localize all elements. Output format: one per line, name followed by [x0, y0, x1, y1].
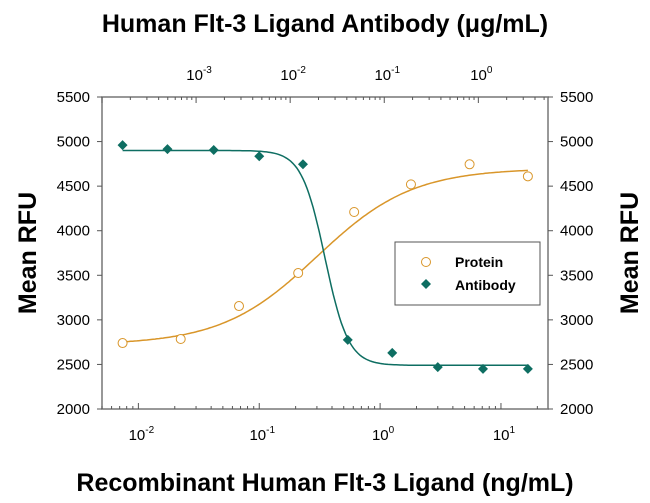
- x-tick-label: 10-2: [129, 425, 155, 444]
- x-tick-label: 10-1: [249, 425, 275, 444]
- y-tick-label-left: 4000: [57, 223, 90, 240]
- antibody-data-point: [342, 334, 353, 345]
- x-tick-label: 101: [493, 425, 516, 444]
- top-tick-label: 100: [470, 65, 493, 84]
- y-tick-label-right: 2500: [560, 356, 593, 373]
- y-tick-label-right: 5000: [560, 134, 593, 151]
- top-tick-label: 10-1: [374, 65, 400, 84]
- y-tick-label-left: 2500: [57, 356, 90, 373]
- legend-box: [394, 241, 541, 306]
- protein-data-point: [522, 171, 533, 182]
- antibody-data-point: [387, 347, 398, 358]
- y-tick-label-left: 3000: [57, 312, 90, 329]
- y-tick-label-left: 3500: [57, 267, 90, 284]
- y-tick-label-right: 3000: [560, 312, 593, 329]
- plot-frame: [101, 96, 549, 410]
- chart-title: Human Flt-3 Ligand Antibody (μg/mL): [102, 10, 548, 38]
- antibody-data-point: [522, 363, 533, 374]
- x-axis-label: Recombinant Human Flt-3 Ligand (ng/mL): [76, 469, 573, 497]
- antibody-data-point: [297, 159, 308, 170]
- protein-fit-curve: [122, 169, 528, 343]
- y-tick-label-right: 5500: [560, 89, 593, 106]
- y-tick-label-right: 4500: [560, 178, 593, 195]
- y-axis-label-left: Mean RFU: [14, 192, 42, 314]
- legend-antibody-marker: [421, 279, 431, 289]
- protein-data-point: [175, 334, 186, 345]
- x-tick-label: 100: [372, 425, 395, 444]
- y-tick-label-left: 5000: [57, 134, 90, 151]
- protein-data-point: [293, 268, 304, 279]
- y-axis-label-right: Mean RFU: [616, 192, 644, 314]
- y-tick-label-left: 2000: [57, 401, 90, 418]
- protein-data-point: [405, 179, 416, 190]
- legend-antibody-label: Antibody: [455, 277, 516, 293]
- antibody-fit-curve: [122, 149, 528, 367]
- antibody-data-point: [477, 363, 488, 374]
- top-tick-label: 10-2: [280, 65, 306, 84]
- legend-protein-marker: [421, 257, 431, 267]
- antibody-data-point: [208, 145, 219, 156]
- y-tick-label-left: 5500: [57, 89, 90, 106]
- legend-protein-label: Protein: [455, 254, 503, 270]
- protein-data-point: [234, 301, 245, 312]
- y-tick-label-right: 3500: [560, 267, 593, 284]
- top-tick-label: 10-3: [186, 65, 212, 84]
- antibody-data-point: [254, 151, 265, 162]
- protein-data-point: [349, 206, 360, 217]
- legend: Protein Antibody: [394, 241, 541, 306]
- y-tick-label-right: 4000: [560, 223, 593, 240]
- protein-data-point: [464, 159, 475, 170]
- y-tick-label-right: 2000: [560, 401, 593, 418]
- y-tick-label-left: 4500: [57, 178, 90, 195]
- protein-data-point: [117, 338, 128, 349]
- antibody-data-point: [117, 140, 128, 151]
- antibody-data-point: [432, 362, 443, 373]
- antibody-data-point: [162, 144, 173, 155]
